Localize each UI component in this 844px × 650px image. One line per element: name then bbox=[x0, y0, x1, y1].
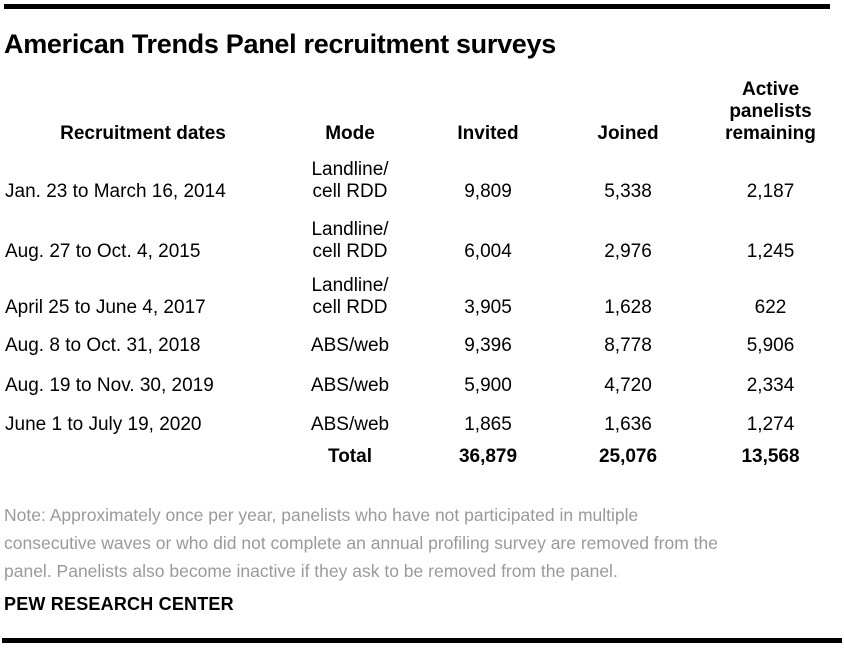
report-figure: American Trends Panel recruitment survey… bbox=[4, 0, 842, 615]
invited-cell: 5,900 bbox=[464, 375, 512, 396]
page-title: American Trends Panel recruitment survey… bbox=[4, 29, 556, 59]
total-invited: 36,879 bbox=[458, 446, 518, 467]
mode-cell: ABS/web bbox=[310, 414, 390, 435]
mode-cell: ABS/web bbox=[310, 375, 390, 396]
table-row: Aug. 27 to Oct. 4, 2015 Landline/ cell R… bbox=[4, 206, 842, 266]
invited-cell: 3,905 bbox=[464, 297, 512, 318]
recruitment-dates-cell: Aug. 8 to Oct. 31, 2018 bbox=[5, 335, 201, 356]
recruitment-dates-cell: April 25 to June 4, 2017 bbox=[5, 297, 206, 318]
joined-cell: 2,976 bbox=[604, 241, 652, 262]
recruitment-table: Recruitment dates Mode Invited Joined Ac… bbox=[4, 74, 842, 471]
joined-cell: 1,628 bbox=[604, 297, 652, 318]
active-cell: 2,334 bbox=[746, 375, 795, 396]
source-label: PEW RESEARCH CENTER bbox=[4, 594, 234, 614]
header-joined: Joined bbox=[597, 123, 659, 144]
mode-cell: Landline/ cell RDD bbox=[311, 159, 389, 202]
active-cell: 1,274 bbox=[746, 414, 795, 435]
active-cell: 2,187 bbox=[746, 181, 795, 202]
active-cell: 5,906 bbox=[746, 335, 795, 356]
table-row: Aug. 19 to Nov. 30, 2019 ABS/web 5,900 4… bbox=[4, 360, 842, 400]
table-header-row: Recruitment dates Mode Invited Joined Ac… bbox=[4, 74, 842, 148]
top-rule bbox=[4, 4, 830, 9]
active-cell: 1,245 bbox=[746, 241, 795, 262]
header-invited: Invited bbox=[457, 123, 519, 144]
invited-cell: 1,865 bbox=[464, 414, 512, 435]
total-label: Total bbox=[328, 446, 372, 467]
total-active: 13,568 bbox=[741, 446, 800, 467]
joined-cell: 5,338 bbox=[604, 181, 652, 202]
total-joined: 25,076 bbox=[598, 446, 658, 467]
header-mode: Mode bbox=[325, 123, 375, 144]
mode-cell: ABS/web bbox=[310, 335, 390, 356]
table-row: Jan. 23 to March 16, 2014 Landline/ cell… bbox=[4, 148, 842, 206]
invited-cell: 6,004 bbox=[464, 241, 512, 262]
recruitment-dates-cell: Jan. 23 to March 16, 2014 bbox=[5, 181, 226, 202]
active-cell: 622 bbox=[754, 297, 787, 318]
recruitment-dates-cell: June 1 to July 19, 2020 bbox=[5, 414, 202, 435]
recruitment-dates-cell: Aug. 19 to Nov. 30, 2019 bbox=[5, 375, 214, 396]
table-row: April 25 to June 4, 2017 Landline/ cell … bbox=[4, 266, 842, 322]
joined-cell: 8,778 bbox=[604, 335, 652, 356]
note-text: Note: Approximately once per year, panel… bbox=[4, 505, 718, 581]
table-row: June 1 to July 19, 2020 ABS/web 1,865 1,… bbox=[4, 400, 842, 439]
invited-cell: 9,809 bbox=[464, 181, 512, 202]
mode-cell: Landline/ cell RDD bbox=[311, 219, 389, 262]
joined-cell: 4,720 bbox=[604, 375, 652, 396]
recruitment-dates-cell: Aug. 27 to Oct. 4, 2015 bbox=[5, 241, 201, 262]
table-row: Aug. 8 to Oct. 31, 2018 ABS/web 9,396 8,… bbox=[4, 322, 842, 360]
mode-cell: Landline/ cell RDD bbox=[311, 275, 389, 318]
joined-cell: 1,636 bbox=[604, 414, 652, 435]
header-recruitment-dates: Recruitment dates bbox=[60, 123, 226, 144]
bottom-rule bbox=[2, 638, 842, 643]
invited-cell: 9,396 bbox=[464, 335, 512, 356]
header-active-panelists-remaining: Active panelists remaining bbox=[725, 79, 816, 144]
table-total-row: Total 36,879 25,076 13,568 bbox=[4, 439, 842, 471]
empty-cell bbox=[4, 468, 282, 471]
